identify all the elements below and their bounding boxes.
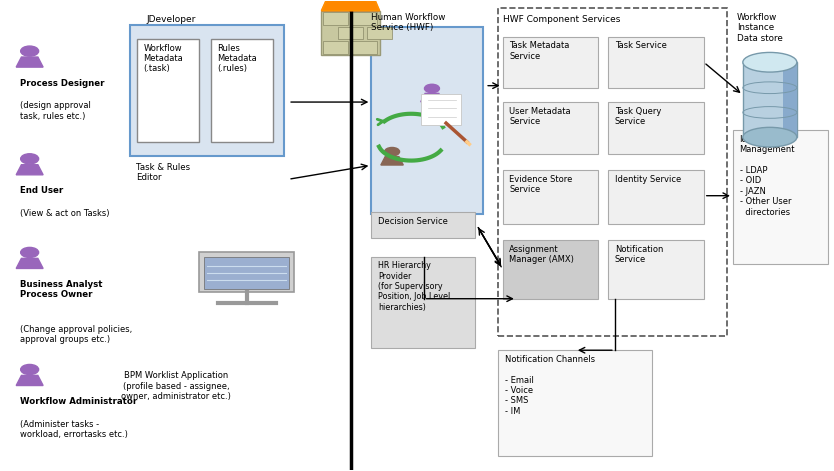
FancyBboxPatch shape: [608, 170, 704, 224]
FancyBboxPatch shape: [503, 170, 598, 224]
Text: (Administer tasks -
workload, errortasks etc.): (Administer tasks - workload, errortasks…: [20, 420, 128, 439]
FancyBboxPatch shape: [338, 26, 363, 40]
Polygon shape: [381, 156, 404, 165]
FancyBboxPatch shape: [371, 27, 484, 214]
Bar: [743, 62, 796, 137]
Polygon shape: [16, 259, 43, 268]
Circle shape: [21, 247, 38, 258]
FancyBboxPatch shape: [321, 11, 379, 55]
FancyBboxPatch shape: [352, 12, 377, 24]
FancyBboxPatch shape: [503, 240, 598, 299]
Ellipse shape: [743, 127, 796, 147]
Text: Rules
Metadata
(.rules): Rules Metadata (.rules): [218, 43, 257, 73]
Circle shape: [21, 46, 38, 56]
Circle shape: [21, 365, 38, 374]
FancyBboxPatch shape: [203, 257, 289, 289]
FancyBboxPatch shape: [130, 25, 284, 156]
FancyBboxPatch shape: [608, 240, 704, 299]
FancyBboxPatch shape: [352, 41, 377, 54]
Text: User Metadata
Service: User Metadata Service: [510, 107, 571, 126]
FancyBboxPatch shape: [371, 212, 475, 238]
Ellipse shape: [743, 52, 796, 72]
FancyBboxPatch shape: [137, 39, 199, 142]
Circle shape: [21, 154, 38, 164]
FancyBboxPatch shape: [503, 102, 598, 154]
Text: (design approval
task, rules etc.): (design approval task, rules etc.): [20, 101, 91, 121]
Text: JDeveloper: JDeveloper: [147, 16, 196, 24]
Text: HWF Component Services: HWF Component Services: [504, 16, 620, 24]
Text: Decision Service: Decision Service: [378, 217, 448, 226]
Text: Notification
Service: Notification Service: [615, 245, 663, 264]
FancyBboxPatch shape: [608, 37, 704, 88]
Text: Identity Service: Identity Service: [615, 175, 681, 184]
Text: HR Hierarchy
Provider
(for Supervisory
Position, Job Level
hierarchies): HR Hierarchy Provider (for Supervisory P…: [378, 261, 450, 312]
Text: (View & act on Tasks): (View & act on Tasks): [20, 209, 109, 218]
FancyBboxPatch shape: [323, 41, 348, 54]
Text: Business Analyst
Process Owner: Business Analyst Process Owner: [20, 280, 103, 300]
Text: Notification Channels

- Email
- Voice
- SMS
- IM: Notification Channels - Email - Voice - …: [505, 355, 595, 416]
Text: (Change approval policies,
approval groups etc.): (Change approval policies, approval grou…: [20, 325, 132, 344]
Polygon shape: [321, 0, 379, 11]
Text: Task & Rules
Editor: Task & Rules Editor: [136, 163, 190, 182]
Text: Evidence Store
Service: Evidence Store Service: [510, 175, 573, 194]
FancyBboxPatch shape: [198, 252, 294, 292]
Text: Human Workflow
Service (HWF): Human Workflow Service (HWF): [371, 13, 445, 32]
Text: Process Designer: Process Designer: [20, 79, 104, 88]
Text: Workflow
Metadata
(.task): Workflow Metadata (.task): [143, 43, 183, 73]
FancyBboxPatch shape: [421, 94, 461, 125]
Text: BPM Worklist Application
(profile based - assignee,
owner, administrator etc.): BPM Worklist Application (profile based …: [121, 371, 231, 401]
Text: Identity
Management

- LDAP
- OID
- JAZN
- Other User
  directories: Identity Management - LDAP - OID - JAZN …: [740, 135, 795, 217]
Bar: [783, 62, 796, 137]
Polygon shape: [16, 57, 43, 67]
Polygon shape: [16, 165, 43, 175]
Text: End User: End User: [20, 187, 63, 195]
Text: Task Metadata
Service: Task Metadata Service: [510, 41, 570, 61]
Polygon shape: [16, 375, 43, 386]
FancyBboxPatch shape: [608, 102, 704, 154]
FancyBboxPatch shape: [323, 12, 348, 24]
FancyBboxPatch shape: [733, 130, 828, 264]
FancyBboxPatch shape: [367, 26, 392, 40]
Text: Task Query
Service: Task Query Service: [615, 107, 661, 126]
Circle shape: [425, 84, 440, 93]
FancyBboxPatch shape: [371, 257, 475, 348]
FancyBboxPatch shape: [499, 350, 652, 455]
Text: Task Service: Task Service: [615, 41, 666, 50]
Polygon shape: [420, 93, 443, 102]
Polygon shape: [321, 0, 379, 11]
FancyBboxPatch shape: [503, 37, 598, 88]
FancyBboxPatch shape: [211, 39, 274, 142]
Text: Assignment
Manager (AMX): Assignment Manager (AMX): [510, 245, 574, 264]
Circle shape: [384, 147, 399, 156]
Text: Workflow
Instance
Data store: Workflow Instance Data store: [737, 13, 783, 43]
Text: Workflow Administrator: Workflow Administrator: [20, 397, 137, 406]
